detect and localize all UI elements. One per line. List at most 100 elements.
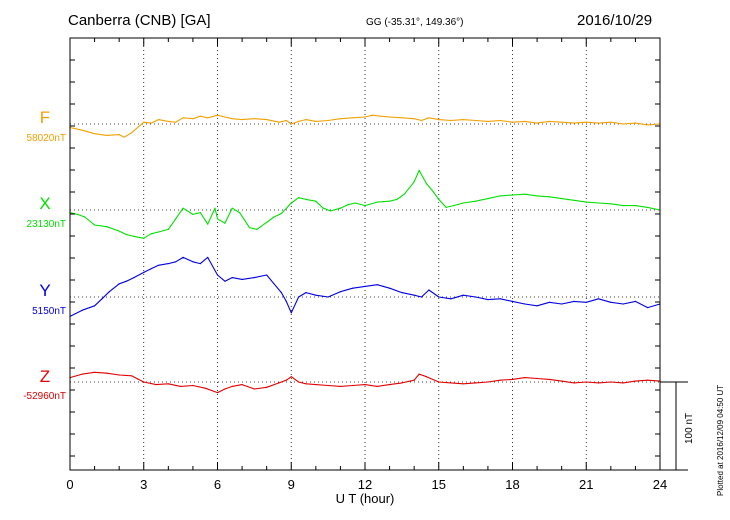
baseline-value-f: 58020nT [27,133,66,144]
series-point-f [487,120,489,122]
baseline-value-z: -52960nT [23,391,66,402]
series-point-x [125,234,128,236]
series-point-y [118,283,120,285]
series-point-z [597,382,600,384]
series-point-z [418,373,420,375]
series-point-f [462,119,464,121]
series-point-y [216,274,219,276]
series-point-y [597,298,600,300]
series-point-y [462,294,464,296]
series-point-x [199,212,201,214]
series-point-x [94,224,96,226]
series-point-z [285,379,287,381]
x-tick-label: 12 [358,477,372,492]
series-point-x [511,194,514,196]
series-point-x [536,195,538,197]
series-point-y [413,294,415,296]
series-point-f [207,117,209,119]
series-point-z [81,373,83,375]
series-point-z [573,382,575,384]
series-point-z [118,374,120,376]
series-point-z [180,385,182,387]
series-point-f [143,121,145,123]
series-point-f [511,121,514,123]
series-point-y [273,283,275,285]
series-point-f [475,119,477,122]
series-point-z [192,384,194,387]
series-point-z [216,392,219,394]
component-label-x: X [39,194,50,213]
series-point-y [327,296,329,298]
series-point-f [192,118,194,120]
series-point-z [561,380,563,382]
series-point-z [241,384,243,386]
series-point-z [401,382,403,384]
series-point-y [511,300,514,302]
series-point-z [438,381,440,383]
series-point-x [239,212,241,214]
station-title: Canberra (CNB) [GA] [68,12,211,29]
series-point-x [322,207,324,209]
series-point-z [511,378,514,380]
series-point-f [561,121,563,123]
series-point-z [389,384,391,386]
series-point-f [548,120,551,122]
series-point-z [253,388,255,390]
series-point-z [327,384,329,387]
series-point-f [573,122,575,124]
series-point-x [445,206,447,208]
series-point-z [94,371,96,373]
series-point-x [150,233,152,235]
series-point-x [548,196,551,198]
series-point-x [256,228,258,230]
series-point-x [76,213,78,215]
series-point-y [524,303,526,305]
series-line-x [69,169,661,239]
series-point-y [150,268,152,270]
series-point-z [224,388,226,390]
series-point-x [330,210,332,212]
series-point-f [450,119,452,122]
series-point-x [475,200,477,202]
series-point-y [548,301,551,303]
component-label-f: F [40,108,50,127]
x-tick-label: 15 [432,477,446,492]
x-tick-label: 9 [288,477,295,492]
series-point-z [106,372,108,374]
series-point-z [155,384,157,386]
series-point-f [428,117,430,119]
series-point-f [364,116,366,118]
series-point-f [413,118,415,120]
x-tick-label: 3 [140,477,147,492]
series-point-x [438,198,440,200]
component-label-z: Z [40,367,50,386]
series-point-x [425,183,428,185]
series-point-z [290,376,292,378]
series-point-f [536,122,538,124]
series-point-z [622,382,624,384]
series-point-z [204,387,206,389]
series-point-y [133,277,135,279]
x-tick-label: 24 [653,477,667,492]
series-point-z [425,376,428,378]
series-point-z [524,377,526,379]
series-point-z [499,379,501,381]
series-point-x [280,212,282,215]
series-point-x [207,223,209,225]
series-point-y [192,261,194,263]
series-point-x [133,235,135,237]
series-point-x [315,200,317,202]
series-point-f [585,121,587,123]
series-point-f [610,121,612,123]
series-line-f [69,114,661,138]
series-point-x [413,181,415,183]
series-point-y [622,303,624,305]
series-point-y [241,278,243,280]
x-tick-label: 6 [214,477,221,492]
series-point-y [536,305,538,307]
series-point-x [433,191,435,193]
x-tick-label: 18 [505,477,519,492]
series-point-x [216,218,219,220]
series-point-z [167,383,169,385]
series-point-z [450,382,452,384]
